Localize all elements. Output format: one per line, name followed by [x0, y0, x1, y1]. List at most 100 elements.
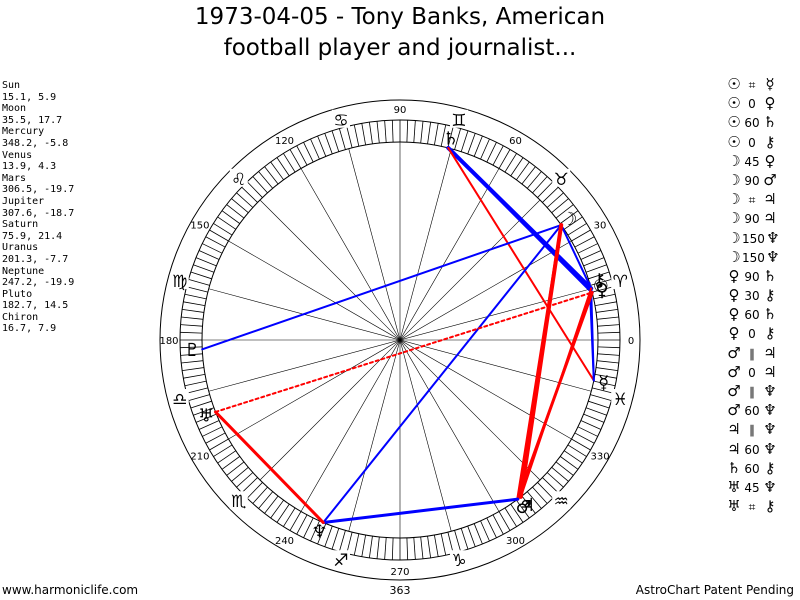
degree-tick — [209, 229, 229, 242]
sign-bg — [229, 491, 248, 510]
degree-tick — [241, 186, 258, 203]
degree-tick — [447, 532, 454, 554]
aspect-label: 0 — [748, 365, 756, 380]
aspect-row: ♃ 60 ♆ — [726, 439, 800, 458]
degree-tick — [195, 257, 217, 267]
degree-tick — [580, 420, 602, 430]
aspect-line-mars-neptune — [321, 497, 520, 525]
degree-tick — [516, 499, 530, 519]
degree-tick — [583, 413, 605, 423]
planet-glyph-icon: ☉ — [727, 113, 741, 132]
degree-tick — [353, 533, 360, 556]
chart-title-line2: football player and journalist... — [223, 35, 577, 61]
degree-tick — [555, 204, 574, 219]
moon-planet-icon: ☽ — [561, 209, 577, 230]
sign-bg — [229, 168, 248, 187]
degree-tick — [551, 466, 569, 482]
degree-tick — [427, 536, 432, 558]
degree-label-330: 330 — [591, 452, 610, 463]
capricorn-sign-icon: ♑ — [451, 551, 466, 571]
planet-glyph-icon: ♆ — [763, 477, 777, 496]
aspect-line-moon-mars — [516, 223, 563, 501]
degree-tick — [577, 426, 598, 437]
degree-tick — [596, 367, 618, 372]
degree-tick — [454, 128, 462, 150]
planet-glyph-icon: ♃ — [763, 343, 777, 362]
degree-tick — [420, 121, 424, 144]
aspect-line-saturn-venus — [446, 146, 594, 294]
degree-tick — [213, 223, 233, 236]
planet-glyph-icon: ♀ — [728, 286, 740, 305]
planet-glyph-icon: ♆ — [763, 401, 777, 420]
planet-glyph-icon: ☉ — [727, 132, 741, 151]
degree-tick — [480, 138, 490, 160]
degree-tick — [296, 514, 308, 535]
degree-tick — [181, 360, 204, 364]
degree-tick — [264, 166, 279, 185]
degree-tick — [182, 308, 204, 313]
degree-tick — [592, 286, 614, 293]
degree-tick — [590, 278, 612, 286]
degree-tick — [202, 243, 223, 254]
degree-tick — [221, 456, 241, 470]
planet-glyph-icon: ♃ — [727, 420, 741, 439]
saturn-planet-icon: ♄ — [443, 128, 459, 149]
planet-name-sun: Sun — [2, 80, 21, 91]
site-url[interactable]: www.harmoniclife.com — [2, 583, 139, 597]
degree-tick — [195, 413, 217, 423]
aspect-label: 45 — [744, 154, 760, 169]
aspect-label: ∥ — [749, 346, 755, 361]
degree-tick — [585, 407, 607, 416]
libra-sign-icon: ♎ — [172, 390, 187, 410]
degree-tick — [184, 380, 207, 387]
planet-coords-chiron: 16.7, 7.9 — [2, 323, 57, 335]
planet-glyph-icon: ♂ — [727, 343, 741, 362]
degree-tick — [592, 387, 614, 394]
planet-glyph-icon: ♃ — [763, 190, 777, 209]
degree-tick — [427, 122, 432, 144]
degree-tick — [516, 161, 530, 181]
planet-glyph-icon: ⚷ — [764, 286, 776, 305]
planet-name-moon: Moon — [2, 103, 27, 115]
degree-tick — [413, 120, 416, 143]
aspect-line-uranus-neptune — [214, 410, 325, 525]
degree-tick — [585, 264, 607, 273]
degree-tick — [567, 223, 587, 236]
patent-notice: AstroChart Patent Pending — [635, 583, 794, 597]
planet-glyph-icon: ♂ — [727, 401, 741, 420]
aspect-row: ♀ 90 ♄ — [726, 266, 800, 285]
aspect-row: ♅ ⌗ ⚷ — [726, 496, 800, 515]
degree-tick — [226, 204, 245, 219]
sign-bg — [611, 270, 630, 289]
degree-tick — [597, 353, 620, 356]
degree-tick — [181, 316, 204, 320]
degree-tick — [546, 192, 564, 208]
degree-tick — [231, 198, 249, 214]
aspect-line-moon-neptune — [322, 224, 563, 524]
aries-sign-icon: ♈ — [613, 272, 628, 292]
aspect-label: 45 — [744, 480, 760, 495]
degree-tick — [331, 528, 340, 550]
degree-tick — [276, 503, 290, 523]
planet-coords-jupiter: 307.6, -18.7 — [2, 207, 75, 219]
degree-tick — [241, 477, 258, 494]
degree-tick — [353, 124, 360, 147]
planet-glyph-icon: ⚷ — [764, 132, 776, 151]
degree-tick — [454, 530, 462, 552]
degree-tick — [440, 124, 447, 147]
planet-coords-uranus: 201.3, -7.7 — [2, 253, 69, 265]
planet-glyph-icon: ♀ — [728, 305, 740, 324]
sun-planet-icon: ☉ — [593, 276, 609, 297]
degree-tick — [317, 523, 327, 545]
degree-tick — [384, 537, 387, 560]
planet-coords-mars: 306.5, -19.7 — [2, 184, 75, 196]
degree-tick — [289, 149, 302, 169]
degree-tick — [537, 181, 554, 198]
degree-tick — [447, 126, 454, 148]
degree-tick — [303, 517, 314, 538]
degree-tick — [324, 525, 333, 547]
planet-glyph-icon: ⚷ — [764, 497, 776, 516]
degree-tick — [433, 534, 439, 557]
degree-tick — [551, 198, 569, 214]
degree-tick — [184, 293, 207, 300]
